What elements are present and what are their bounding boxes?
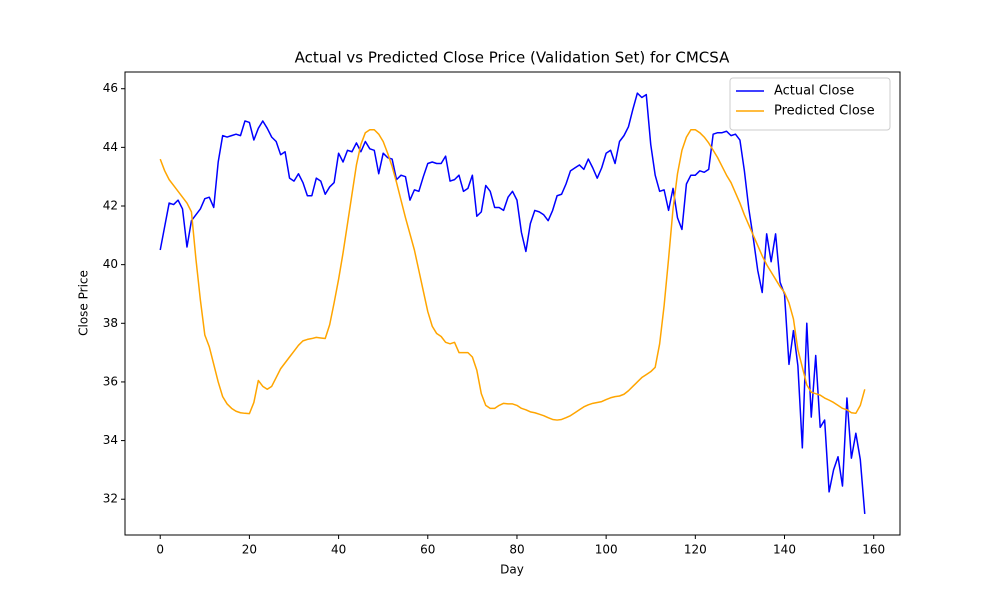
y-tick-label: 32 <box>103 492 118 506</box>
legend-label: Actual Close <box>774 84 854 99</box>
chart-title: Actual vs Predicted Close Price (Validat… <box>295 49 730 67</box>
series-line <box>159 129 866 421</box>
y-tick-label: 44 <box>103 140 118 154</box>
x-tick-label: 120 <box>684 543 707 557</box>
y-tick-label: 38 <box>103 316 118 330</box>
x-tick-label: 0 <box>156 543 164 557</box>
y-tick-label: 34 <box>103 433 118 447</box>
y-tick-label: 36 <box>103 374 118 388</box>
y-tick-label: 40 <box>103 257 118 271</box>
x-tick-label: 60 <box>420 543 435 557</box>
x-tick-label: 140 <box>773 543 796 557</box>
series-line <box>159 92 866 514</box>
legend-label: Predicted Close <box>774 104 875 119</box>
x-tick-label: 100 <box>595 543 618 557</box>
x-axis-label: Day <box>500 563 524 577</box>
legend-box <box>729 77 891 131</box>
x-tick-label: 80 <box>509 543 524 557</box>
y-tick-label: 42 <box>103 199 118 213</box>
x-tick-label: 20 <box>242 543 257 557</box>
x-tick-label: 160 <box>862 543 885 557</box>
x-tick-label: 40 <box>331 543 346 557</box>
y-tick-label: 46 <box>103 81 118 95</box>
plot-frame <box>124 71 901 536</box>
y-axis-label: Close Price <box>77 270 91 336</box>
